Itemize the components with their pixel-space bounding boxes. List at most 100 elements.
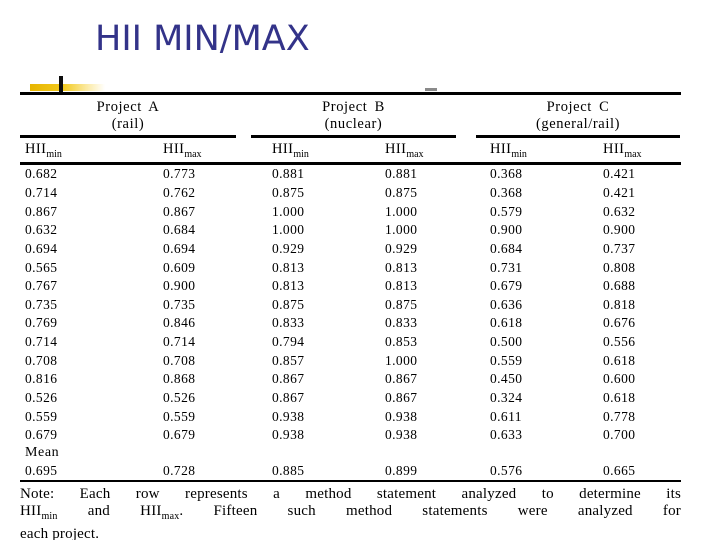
table-cell: 0.708 <box>163 352 196 368</box>
column-header-row: HIImin HIImax HIImin HIImax HIImin HIIma… <box>20 138 681 162</box>
column-header-base: HII <box>272 140 294 157</box>
table-cell: 0.559 <box>163 408 196 424</box>
column-header-subscript: min <box>46 148 62 160</box>
table-cell: 0.618 <box>603 390 636 405</box>
group-name: Project B <box>322 99 385 115</box>
table-cell: 0.808 <box>603 259 636 275</box>
table-cell: 0.694 <box>25 240 58 256</box>
column-header-c-min: HIImin <box>490 141 603 160</box>
table-cell: 0.816 <box>25 371 58 387</box>
table-row: 0.526 0.526 0.867 0.867 0.324 0.618 <box>20 389 681 408</box>
table-cell: 0.714 <box>25 334 58 350</box>
table-cell: 0.368 <box>490 184 523 200</box>
mean-cell: 0.695 <box>25 463 58 478</box>
table-row: 0.679 0.679 0.938 0.938 0.633 0.700 <box>20 426 681 445</box>
mean-cell: 0.576 <box>490 463 523 478</box>
column-header-base: HII <box>603 140 625 157</box>
table-cell: 0.737 <box>603 240 636 256</box>
column-header-a-max: HIImax <box>163 141 272 160</box>
table-cell: 0.694 <box>163 240 196 256</box>
table-cell: 0.762 <box>163 184 196 200</box>
table-cell: 0.684 <box>490 240 523 256</box>
table-cell: 0.618 <box>490 315 523 331</box>
table-row: 0.714 0.762 0.875 0.875 0.368 0.421 <box>20 184 681 203</box>
column-header-c-max: HIImax <box>603 141 681 160</box>
table-cell: 0.500 <box>490 334 523 350</box>
table-cell: 0.881 <box>385 166 418 182</box>
table-cell: 0.421 <box>603 166 636 182</box>
note-segment: Note: Each row represents a method state… <box>20 486 681 503</box>
table-cell: 0.679 <box>163 427 196 443</box>
table-cell: 0.868 <box>163 371 196 387</box>
mean-cell: 0.885 <box>272 463 305 478</box>
table-row: 0.714 0.714 0.794 0.853 0.500 0.556 <box>20 333 681 352</box>
column-header-b-min: HIImin <box>272 141 385 160</box>
column-header-base: HII <box>25 140 47 157</box>
table-cell: 0.813 <box>385 259 418 275</box>
table-cell: 0.833 <box>272 315 305 331</box>
table-cell: 0.818 <box>603 296 636 312</box>
table-cell: 0.633 <box>490 427 523 443</box>
table-cell: 0.900 <box>163 278 196 294</box>
small-dash-artifact <box>425 88 437 91</box>
table-cell: 0.684 <box>163 222 196 238</box>
mean-cell: 0.899 <box>385 463 418 478</box>
table-cell: 0.875 <box>385 296 418 312</box>
table-cell: 0.881 <box>272 166 305 182</box>
table-cell: 0.900 <box>490 222 523 238</box>
table-cell: 0.556 <box>603 334 636 350</box>
table-row: 0.632 0.684 1.000 1.000 0.900 0.900 <box>20 221 681 240</box>
column-header-subscript: min <box>511 148 527 160</box>
table-cell: 0.735 <box>163 296 196 312</box>
table-cell: 0.857 <box>272 352 305 368</box>
table-cell: 0.618 <box>603 352 636 368</box>
column-header-base: HII <box>490 140 512 157</box>
table-cell: 0.731 <box>490 259 523 275</box>
table-cell: 0.833 <box>385 315 418 331</box>
table-cell: 0.813 <box>272 259 305 275</box>
table-cell: 1.000 <box>385 352 418 368</box>
table-cell: 0.700 <box>603 427 636 443</box>
slide-title: HII MIN/MAX <box>95 19 310 59</box>
table-cell: 0.846 <box>163 315 196 331</box>
table-cell: 0.559 <box>25 408 58 424</box>
note-segment: each project. <box>20 525 100 540</box>
hii-minmax-table: Project A (rail) Project B (nuclear) Pro… <box>20 92 681 540</box>
table-cell: 0.938 <box>272 427 305 443</box>
table-cell: 0.559 <box>490 352 523 368</box>
group-header-project-a: Project A (rail) <box>20 97 236 138</box>
table-row: 0.767 0.900 0.813 0.813 0.679 0.688 <box>20 277 681 296</box>
group-header-project-c: Project C (general/rail) <box>476 97 680 138</box>
table-cell: 0.609 <box>163 259 196 275</box>
table-cell: 0.867 <box>272 390 305 405</box>
table-cell: 0.867 <box>385 390 418 405</box>
column-header-b-max: HIImax <box>385 141 490 160</box>
note-segment: and <box>57 503 141 520</box>
table-row: 0.565 0.609 0.813 0.813 0.731 0.808 <box>20 258 681 277</box>
table-cell: 0.867 <box>272 371 305 387</box>
table-row: 0.735 0.735 0.875 0.875 0.636 0.818 <box>20 295 681 314</box>
table-cell: 0.867 <box>385 371 418 387</box>
table-row: 0.816 0.868 0.867 0.867 0.450 0.600 <box>20 370 681 389</box>
group-name: Project A <box>96 99 160 115</box>
table-cell: 0.813 <box>385 278 418 294</box>
table-cell: 0.778 <box>603 408 636 424</box>
table-cell: 0.368 <box>490 166 523 182</box>
table-cell: 0.929 <box>272 240 305 256</box>
table-cell: 0.714 <box>163 334 196 350</box>
table-cell: 0.324 <box>490 390 523 405</box>
table-cell: 0.688 <box>603 278 636 294</box>
table-cell: 1.000 <box>385 222 418 238</box>
column-header-subscript: max <box>624 148 642 160</box>
group-subtitle: (rail) <box>111 115 145 132</box>
mean-label-row: Mean <box>20 445 681 463</box>
table-cell: 1.000 <box>272 203 305 219</box>
table-cell: 1.000 <box>385 203 418 219</box>
note: Note: Each row represents a method state… <box>20 486 681 540</box>
accent-tick-mark <box>59 76 63 93</box>
group-header-project-b: Project B (nuclear) <box>251 97 456 138</box>
table-cell: 0.773 <box>163 166 196 182</box>
column-header-subscript: max <box>406 148 424 160</box>
mean-cell: 0.665 <box>603 463 636 478</box>
mean-values-row: 0.695 0.728 0.885 0.899 0.576 0.665 <box>20 462 681 480</box>
